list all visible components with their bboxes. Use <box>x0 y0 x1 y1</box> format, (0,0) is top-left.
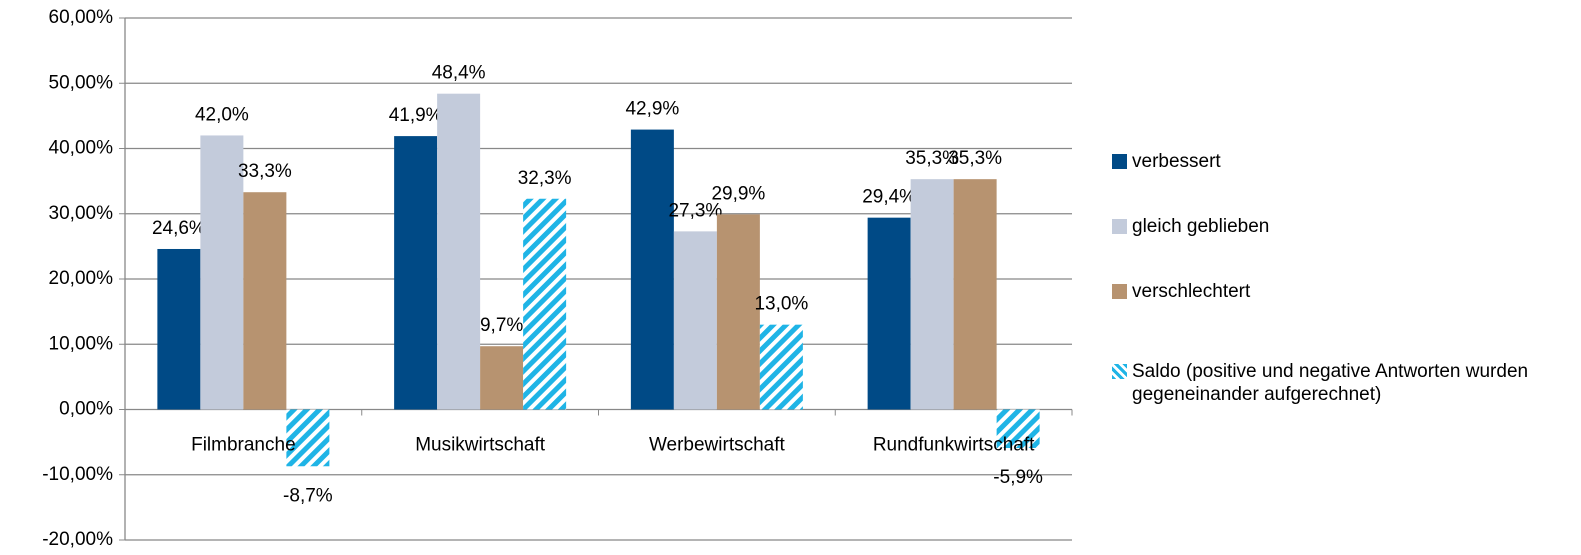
y-tick-label: 60,00% <box>49 7 114 28</box>
y-tick-label: 10,00% <box>49 333 114 354</box>
legend-swatch <box>1112 284 1127 299</box>
x-tick-label: Rundfunkwirtschaft <box>873 435 1035 456</box>
legend-item: verbessert <box>1112 150 1572 173</box>
value-label: 35,3% <box>948 148 1002 169</box>
bar <box>286 409 330 467</box>
legend-item: verschlechtert <box>1112 280 1572 303</box>
value-label: 42,0% <box>195 104 249 125</box>
value-label: -5,9% <box>993 467 1043 488</box>
bar <box>996 409 1040 448</box>
y-tick-label: 0,00% <box>59 399 113 420</box>
legend-label: verschlechtert <box>1132 281 1251 302</box>
bar <box>953 179 997 410</box>
bar <box>200 135 244 410</box>
x-tick-label: Werbewirtschaft <box>649 435 786 456</box>
legend-swatch <box>1112 364 1127 379</box>
value-label: 13,0% <box>754 294 808 315</box>
bar <box>910 179 954 410</box>
legend-item: gleich geblieben <box>1112 215 1572 238</box>
legend-label: gleich geblieben <box>1132 216 1270 237</box>
value-label: 27,3% <box>668 200 722 221</box>
y-tick-label: 50,00% <box>49 72 114 93</box>
legend-swatch <box>1112 219 1127 234</box>
y-tick-label: -10,00% <box>42 464 113 485</box>
value-label: 41,9% <box>389 105 443 126</box>
legend-item: Saldo (positive und negative Antworten w… <box>1112 360 1572 406</box>
value-label: 29,4% <box>862 187 916 208</box>
bar <box>673 231 717 410</box>
value-label: 48,4% <box>432 63 486 84</box>
x-tick-label: Musikwirtschaft <box>415 435 546 456</box>
x-tick-label: Filmbranche <box>191 435 296 456</box>
value-label: 42,9% <box>625 99 679 120</box>
value-label: 32,3% <box>518 168 572 189</box>
bar <box>480 346 524 410</box>
legend-label: verbessert <box>1132 151 1221 172</box>
bar <box>243 192 287 410</box>
bar <box>716 214 760 410</box>
legend-label: Saldo (positive und negative Antworten w… <box>1132 361 1529 405</box>
value-label: 35,3% <box>905 148 959 169</box>
bar <box>867 217 911 410</box>
legend-swatch <box>1112 154 1127 169</box>
y-tick-label: 30,00% <box>49 203 114 224</box>
y-tick-label: -20,00% <box>42 529 113 550</box>
value-label: 33,3% <box>238 161 292 182</box>
bar <box>630 129 674 410</box>
value-label: 24,6% <box>152 218 206 239</box>
value-label: 9,7% <box>480 315 523 336</box>
bar <box>437 93 481 410</box>
y-tick-label: 20,00% <box>49 268 114 289</box>
y-tick-label: 40,00% <box>49 138 114 159</box>
bar <box>759 324 803 410</box>
value-label: 29,9% <box>711 183 765 204</box>
bar <box>523 198 567 410</box>
value-label: -8,7% <box>283 485 333 506</box>
bar <box>394 136 438 410</box>
bar <box>157 248 201 410</box>
